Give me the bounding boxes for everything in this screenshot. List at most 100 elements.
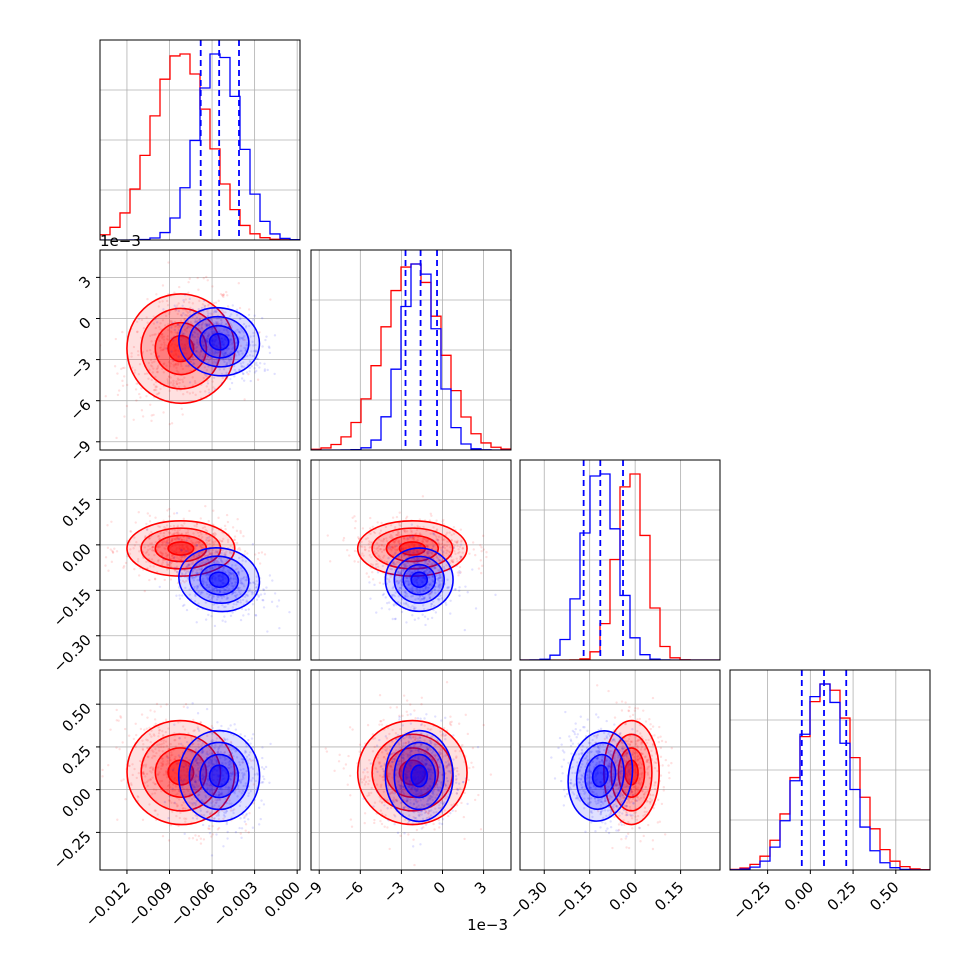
scatter-point xyxy=(204,551,207,554)
scatter-point xyxy=(260,766,264,769)
scatter-point xyxy=(393,545,396,548)
scatter-point xyxy=(207,613,210,617)
scatter-point xyxy=(360,545,364,548)
scatter-point xyxy=(240,607,244,611)
scatter-point xyxy=(225,513,229,517)
scatter-point xyxy=(174,309,177,312)
scatter-point xyxy=(373,550,376,553)
scatter-point xyxy=(220,597,224,600)
scatter-point xyxy=(212,591,216,594)
scatter-point xyxy=(185,536,189,539)
scatter-point xyxy=(232,585,235,589)
scatter-point xyxy=(209,557,213,560)
scatter-point xyxy=(220,372,224,376)
scatter-point xyxy=(250,590,253,594)
scatter-point xyxy=(175,565,179,568)
scatter-point xyxy=(458,586,461,589)
scatter-point xyxy=(461,546,465,550)
scatter-point xyxy=(199,541,202,544)
scatter-point xyxy=(201,577,205,581)
scatter-point xyxy=(147,361,151,365)
scatter-point xyxy=(176,331,179,335)
scatter-point xyxy=(238,826,241,830)
scatter-point xyxy=(263,592,266,596)
scatter-point xyxy=(251,745,255,749)
scatter-point xyxy=(258,331,261,334)
scatter-point xyxy=(176,304,179,307)
scatter-point xyxy=(166,756,170,759)
scatter-point xyxy=(222,293,225,297)
scatter-point xyxy=(196,727,200,731)
scatter-point xyxy=(412,538,415,541)
panel-content xyxy=(311,250,511,450)
scatter-point xyxy=(148,520,152,523)
scatter-point xyxy=(201,543,204,546)
scatter-point xyxy=(170,561,174,564)
scatter-point xyxy=(252,331,255,335)
scatter-point xyxy=(349,794,352,797)
scatter-point xyxy=(258,806,261,809)
scatter-point xyxy=(207,561,211,564)
scatter-point xyxy=(206,584,209,587)
scatter-point xyxy=(229,572,232,575)
scatter-point xyxy=(368,546,371,549)
scatter-point xyxy=(241,598,245,602)
panel-frame xyxy=(99,459,301,661)
scatter-point xyxy=(187,325,190,329)
scatter-point xyxy=(202,581,205,584)
scatter-point xyxy=(251,543,255,546)
scatter-point xyxy=(169,540,172,544)
scatter-point xyxy=(208,375,211,379)
scatter-point xyxy=(182,705,186,708)
scatter-point xyxy=(223,349,226,353)
scatter-point xyxy=(200,323,203,327)
scatter-point xyxy=(411,537,414,540)
scatter-point xyxy=(160,541,164,544)
scatter-point xyxy=(394,533,398,537)
scatter-point xyxy=(205,541,208,545)
scatter-point xyxy=(429,591,432,594)
scatter-point xyxy=(133,369,137,372)
scatter-point xyxy=(232,584,235,588)
scatter-point xyxy=(218,329,221,333)
scatter-point xyxy=(189,306,192,310)
scatter-point xyxy=(157,305,161,308)
scatter-point xyxy=(234,341,238,345)
scatter-point xyxy=(458,569,461,573)
scatter-point xyxy=(255,598,259,601)
scatter-point xyxy=(215,561,218,565)
scatter-point xyxy=(239,336,242,340)
scatter-point xyxy=(225,329,229,332)
scatter-point xyxy=(219,323,223,326)
scatter-point xyxy=(372,530,376,534)
scatter-point xyxy=(202,838,206,841)
scatter-point xyxy=(255,585,259,589)
scatter-point xyxy=(271,579,274,582)
scatter-point xyxy=(174,538,177,541)
scatter-point xyxy=(379,720,382,723)
scatter-point xyxy=(232,338,235,341)
scatter-point xyxy=(181,333,185,336)
scatter-point xyxy=(170,320,173,323)
scatter-point xyxy=(206,338,209,341)
scatter-point xyxy=(463,628,467,632)
scatter-point xyxy=(195,522,199,525)
scatter-point xyxy=(445,551,448,555)
scatter-point xyxy=(191,576,194,579)
scatter-point xyxy=(106,546,110,550)
scatter-point xyxy=(210,835,213,838)
scatter-point xyxy=(342,536,346,540)
scatter-point xyxy=(168,531,171,534)
scatter-point xyxy=(357,560,360,564)
scatter-point xyxy=(207,539,210,542)
scatter-point xyxy=(113,365,117,368)
scatter-point xyxy=(212,560,216,564)
scatter-point xyxy=(212,559,215,563)
scatter-point xyxy=(240,365,244,369)
scatter-point xyxy=(179,575,183,578)
scatter-point xyxy=(227,325,231,328)
scatter-point xyxy=(228,588,231,591)
scatter-point xyxy=(277,599,281,602)
scatter-point xyxy=(220,350,223,353)
scatter-point xyxy=(216,360,219,363)
